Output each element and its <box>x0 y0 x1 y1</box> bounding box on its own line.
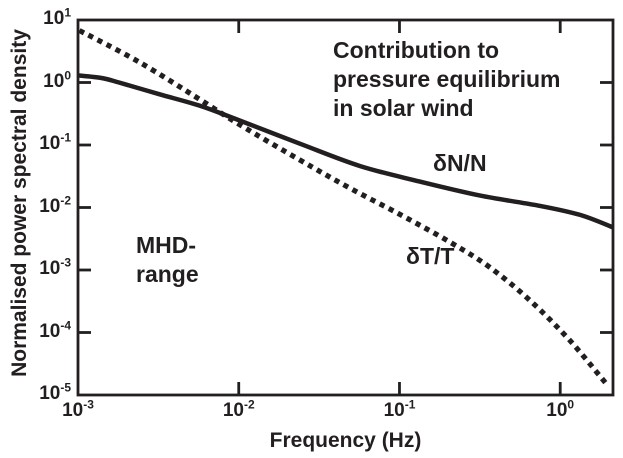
curve-label-dTT: δT/T <box>406 243 455 269</box>
curve-label-dNN: δN/N <box>433 150 487 176</box>
y-tick-label: 10-1 <box>39 130 71 154</box>
x-tick-label: 10-3 <box>62 397 94 421</box>
x-tick-label: 100 <box>546 397 575 421</box>
x-axis-label: Frequency (Hz) <box>269 429 422 452</box>
x-tick-label: 10-2 <box>222 397 255 421</box>
y-tick-label: 10-4 <box>39 318 71 342</box>
annotation-mhd-range: MHD- range <box>136 232 199 287</box>
y-tick-label: 10-2 <box>39 193 71 217</box>
y-axis-label: Normalised power spectral density <box>8 29 31 377</box>
curve-dNN <box>77 73 614 230</box>
y-tick-label: 10-5 <box>39 380 71 404</box>
y-tick-label: 100 <box>43 68 71 92</box>
y-tick-label: 101 <box>43 5 71 29</box>
x-tick-label: 10-1 <box>383 397 416 421</box>
annotation-context: Contribution to pressure equilibrium in … <box>333 37 561 121</box>
y-tick-label: 10-3 <box>39 255 71 279</box>
curve-dTT <box>78 28 610 387</box>
